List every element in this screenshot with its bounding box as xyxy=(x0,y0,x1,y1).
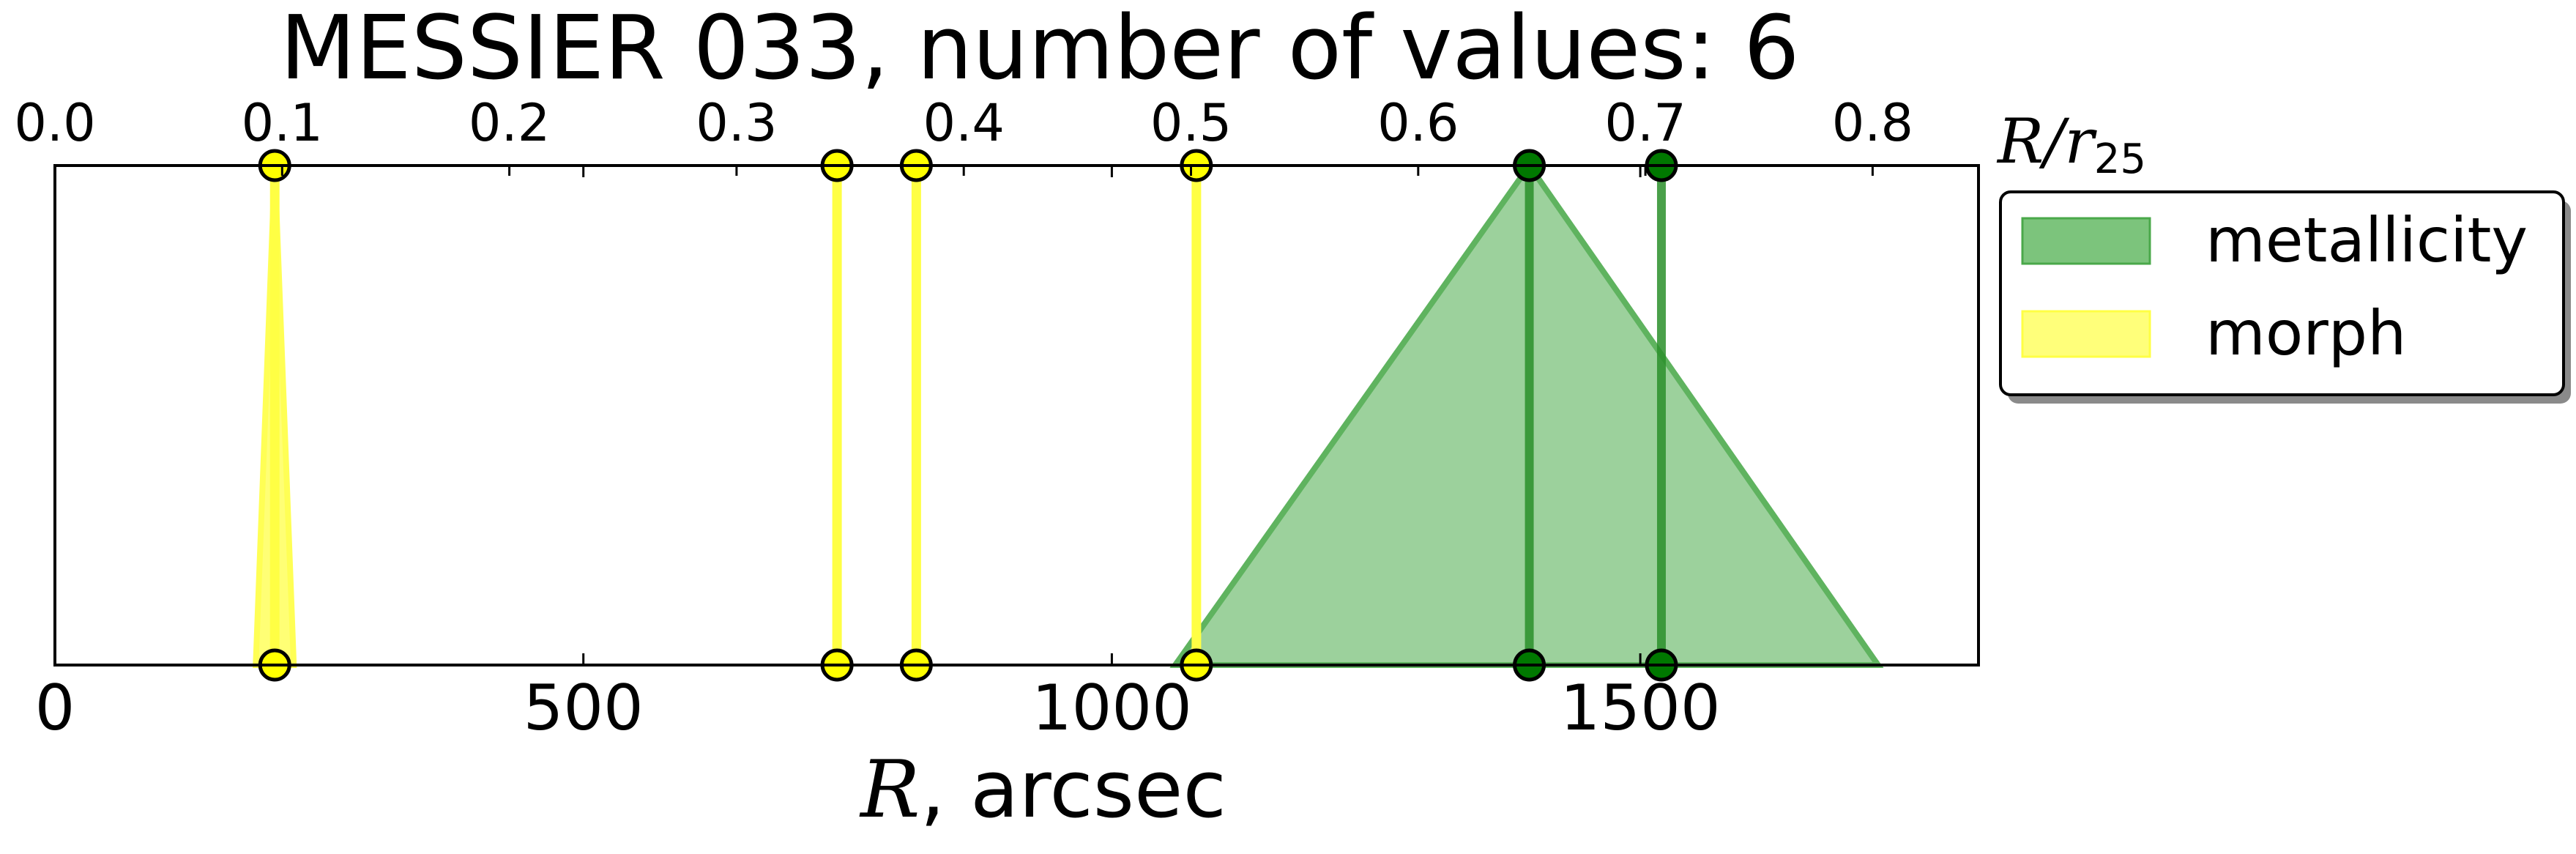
x-axis-label: R, arcsec xyxy=(859,744,1226,836)
legend-swatch-metallicity xyxy=(2021,217,2151,265)
fill-layer xyxy=(253,160,1884,668)
legend-label-morph: morph xyxy=(2205,297,2406,369)
top-axis-label-symbol: R/r xyxy=(1996,105,2098,177)
line-layer xyxy=(269,166,1666,665)
top-axis-label: R/r25 xyxy=(1996,105,2146,183)
top-tick-label-5: 0.5 xyxy=(1150,93,1232,153)
x-tick-label-2: 1000 xyxy=(1032,672,1192,745)
top-tick-label-4: 0.4 xyxy=(923,93,1005,153)
top-axis-label-subscript: 25 xyxy=(2094,135,2146,183)
top-tick-label-6: 0.6 xyxy=(1377,93,1459,153)
top-tick-label-2: 0.2 xyxy=(469,93,550,153)
top-tick-label-7: 0.7 xyxy=(1604,93,1686,153)
legend-swatch-morph xyxy=(2021,310,2151,358)
x-tick-label-0: 0 xyxy=(35,672,75,745)
bottom-axis: 0 500 1000 1500 xyxy=(35,166,1721,745)
legend-label-metallicity: metallicity xyxy=(2205,204,2528,276)
legend: metallicity morph xyxy=(1999,190,2571,404)
top-tick-label-0: 0.0 xyxy=(14,93,95,153)
x-axis-label-symbol: R xyxy=(859,744,920,836)
x-axis-label-text: , arcsec xyxy=(920,744,1226,836)
plot-frame xyxy=(53,164,1980,667)
chart-title: MESSIER 033, number of values: 6 xyxy=(280,0,1799,100)
plot-area xyxy=(53,149,1980,682)
top-axis: 0.0 0.1 0.2 0.3 0.4 0.5 0.6 0.7 0.8 xyxy=(14,93,1913,176)
top-tick-label-8: 0.8 xyxy=(1832,93,1913,153)
top-tick-label-3: 0.3 xyxy=(696,93,777,153)
top-tick-label-1: 0.1 xyxy=(242,93,323,153)
x-tick-label-1: 500 xyxy=(524,672,644,745)
x-tick-label-3: 1500 xyxy=(1560,672,1721,745)
